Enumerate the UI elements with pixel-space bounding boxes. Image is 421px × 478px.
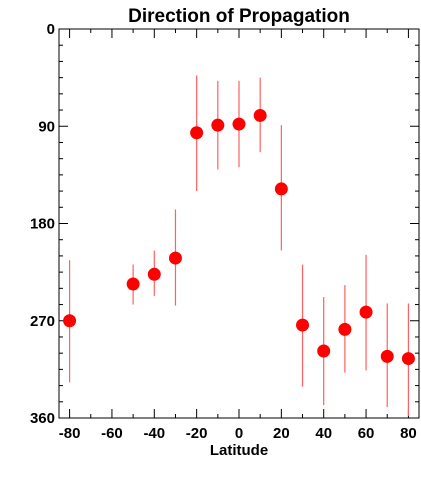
data-point [211, 118, 225, 132]
data-point [401, 352, 415, 366]
x-tick-label: 0 [235, 425, 243, 442]
data-point [126, 277, 140, 291]
data-point [253, 108, 267, 122]
y-tick-label: 90 [38, 118, 55, 135]
data-point [168, 251, 182, 265]
data-point [338, 322, 352, 336]
data-point [274, 182, 288, 196]
y-tick-label: 0 [47, 21, 55, 38]
data-point [63, 314, 77, 328]
data-point [147, 267, 161, 281]
x-tick-label: -80 [59, 425, 81, 442]
data-point [317, 344, 331, 358]
x-tick-label: -40 [143, 425, 165, 442]
data-point [296, 318, 310, 332]
y-tick-label: 360 [30, 410, 55, 427]
x-axis: -80 -60 -40 -20 0 20 40 60 80 [59, 29, 417, 442]
y-tick-label: 180 [30, 216, 55, 233]
x-tick-label: -20 [186, 425, 208, 442]
data-point [359, 305, 373, 319]
y-axis: 0 90 180 270 360 [30, 21, 419, 427]
data-point [380, 349, 394, 363]
x-tick-label: 60 [358, 425, 375, 442]
x-tick-label: 20 [273, 425, 290, 442]
x-tick-label: -60 [101, 425, 123, 442]
x-tick-label: 40 [315, 425, 332, 442]
data-point [232, 117, 246, 131]
x-axis-label: Latitude [210, 442, 268, 459]
chart-title: Direction of Propagation [128, 6, 350, 27]
data-point [190, 126, 204, 140]
x-tick-label: 80 [400, 425, 417, 442]
y-tick-label: 270 [30, 313, 55, 330]
data-points [63, 108, 415, 366]
